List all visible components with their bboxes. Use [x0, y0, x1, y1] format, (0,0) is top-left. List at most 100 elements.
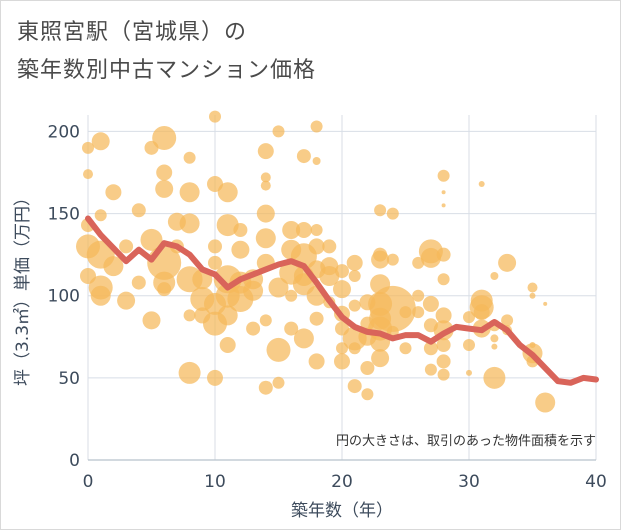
- bubble-point: [308, 238, 325, 255]
- bubble-point: [435, 307, 452, 324]
- x-tick-label: 0: [83, 472, 94, 492]
- y-tick-label: 50: [58, 369, 80, 389]
- bubble-point: [256, 204, 275, 223]
- bubble-point: [119, 239, 134, 254]
- bubble-point: [535, 392, 556, 413]
- bubble-point: [309, 311, 324, 326]
- bubble-point: [131, 275, 146, 290]
- bubble-point: [360, 361, 375, 375]
- bubble-point: [179, 182, 200, 203]
- y-tick-label: 0: [69, 451, 80, 471]
- bubble-point: [529, 292, 536, 299]
- bubble-point: [348, 342, 361, 355]
- bubble-point: [348, 299, 361, 312]
- y-axis-label: 坪（3.3㎡）単価（万円）: [13, 189, 33, 386]
- bubble-point: [90, 285, 111, 306]
- bubble-point: [386, 253, 399, 266]
- bubble-point: [374, 204, 387, 217]
- bubble-point: [91, 132, 110, 151]
- bubble-point: [361, 388, 374, 401]
- bubble-point: [441, 203, 446, 208]
- bubble-point: [260, 172, 271, 183]
- bubble-point: [333, 280, 351, 299]
- x-tick-label: 40: [585, 472, 607, 492]
- bubble-point: [543, 301, 548, 306]
- size-note: 円の大きさは、取引のあった物件面積を示す: [336, 434, 596, 449]
- bubble-point: [293, 328, 314, 349]
- bubble-point: [183, 309, 196, 322]
- bubble-point: [346, 254, 363, 271]
- chart-title-line2: 築年数別中古マンション価格: [17, 58, 317, 83]
- x-tick-label: 10: [204, 472, 226, 492]
- bubble-point: [478, 181, 485, 187]
- bubble-point: [319, 266, 340, 286]
- bubble-point: [436, 338, 451, 352]
- bubble-point: [156, 164, 173, 181]
- bubble-point: [436, 247, 451, 262]
- bubble-point: [399, 342, 412, 355]
- bubble-point: [295, 222, 312, 238]
- bubble-point: [335, 264, 349, 279]
- bubble-point: [437, 368, 450, 381]
- bubble-point: [491, 343, 498, 350]
- bubble-point: [441, 190, 446, 195]
- bubble-point: [255, 228, 276, 249]
- bubble-point: [334, 353, 350, 370]
- bubble-point: [322, 239, 337, 254]
- bubble-point: [386, 207, 399, 220]
- bubble-point: [490, 334, 499, 343]
- bubble-point: [183, 151, 196, 164]
- bubble-point: [463, 339, 475, 351]
- bubble-point: [369, 285, 416, 332]
- y-tick-label: 200: [48, 122, 80, 142]
- bubble-point: [216, 214, 239, 237]
- bubble-point: [178, 361, 201, 384]
- bubble-point: [155, 179, 174, 198]
- bubble-point: [436, 354, 451, 369]
- bubble-point: [347, 379, 362, 394]
- bubble-point: [94, 209, 107, 222]
- bubble-point: [259, 314, 272, 327]
- bubble-point: [420, 247, 441, 268]
- bubble-point: [142, 311, 161, 330]
- axes-layer: 0 50 100 150 200 0 10 20 30 40 築年数（年） 坪（3.3㎡）単価（万円）: [13, 122, 607, 521]
- bubble-point: [527, 282, 538, 293]
- bubble-point: [282, 221, 301, 239]
- x-tick-label: 20: [331, 472, 353, 492]
- bubble-point: [399, 306, 412, 319]
- bubble-point: [371, 250, 390, 269]
- bubble-point: [284, 321, 299, 336]
- bubble-point: [83, 169, 93, 180]
- bubble-point: [501, 314, 514, 327]
- bubble-point: [179, 213, 200, 234]
- bubble-point: [152, 126, 177, 150]
- bubble-point: [217, 305, 238, 326]
- bubble-point: [285, 289, 298, 302]
- bubble-point: [157, 282, 172, 297]
- y-tick-label: 100: [48, 287, 80, 307]
- bubble-point: [437, 169, 450, 182]
- bubble-point: [257, 143, 274, 160]
- bubble-point: [103, 256, 124, 277]
- bubble-point: [131, 203, 146, 218]
- bubble-point: [310, 120, 323, 133]
- bubble-point: [490, 272, 499, 280]
- bubble-point: [266, 337, 291, 362]
- bubble-point: [483, 366, 506, 389]
- bubble-point: [246, 321, 261, 336]
- bubble-point: [208, 239, 222, 254]
- y-tick-label: 150: [48, 205, 80, 225]
- bubble-point: [412, 306, 425, 319]
- bubble-point: [231, 240, 250, 259]
- bubble-point: [272, 125, 285, 138]
- bubble-point: [258, 380, 273, 395]
- x-tick-label: 30: [458, 472, 480, 492]
- bubble-point: [208, 255, 222, 270]
- bubble-point: [348, 270, 361, 282]
- bubble-point: [233, 223, 248, 237]
- bubble-point: [422, 295, 439, 312]
- bubble-point: [140, 228, 163, 251]
- bubble-point: [217, 182, 238, 203]
- bubble-point: [310, 224, 323, 236]
